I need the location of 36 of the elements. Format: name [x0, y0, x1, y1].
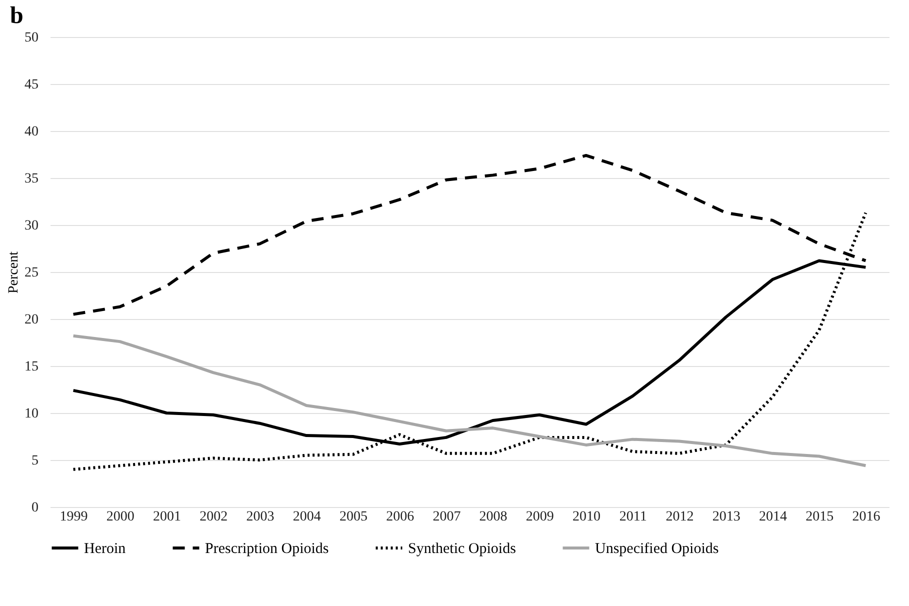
- x-tick-label: 2008: [479, 510, 508, 524]
- legend-label: Synthetic Opioids: [408, 541, 516, 557]
- line-series: [72, 334, 868, 468]
- y-tick-label: 40: [24, 124, 38, 140]
- x-tick-label: 2006: [386, 510, 414, 524]
- y-tick-label: 10: [24, 406, 38, 422]
- x-tick-label: 2003: [246, 510, 274, 524]
- x-tick-label: 2013: [712, 510, 740, 524]
- x-tick-label: 2005: [339, 510, 368, 524]
- x-tick-label: 2016: [852, 510, 880, 524]
- x-tick-label: 2001: [153, 510, 182, 524]
- x-tick-label: 2011: [619, 510, 647, 524]
- legend-label: Heroin: [84, 541, 126, 557]
- y-tick-label: 15: [24, 360, 38, 374]
- x-tick-label: 2010: [572, 510, 601, 524]
- x-tick-label: 1999: [60, 510, 88, 524]
- x-tick-label: 2002: [200, 510, 228, 524]
- x-tick-label: 2009: [526, 510, 554, 524]
- y-tick-label: 0: [32, 500, 38, 516]
- y-tick-label: 35: [24, 172, 38, 186]
- legend-label: Prescription Opioids: [205, 541, 329, 557]
- y-tick-label: 20: [24, 312, 38, 328]
- x-tick-label: 2000: [106, 510, 134, 524]
- y-tick-label: 30: [24, 218, 38, 234]
- x-tick-label: 2015: [806, 510, 834, 524]
- y-axis-title: Percent: [6, 251, 22, 294]
- chart-title: b: [10, 3, 24, 29]
- x-tick-label: 2004: [292, 510, 321, 524]
- y-tick-label: 50: [24, 30, 38, 46]
- y-tick-label: 45: [24, 78, 38, 92]
- y-tick-label: 5: [32, 454, 38, 468]
- x-tick-label: 2007: [432, 510, 461, 524]
- legend-label: Unspecified Opioids: [595, 541, 719, 557]
- y-tick-label: 25: [24, 266, 38, 280]
- x-tick-label: 2014: [758, 510, 787, 524]
- x-tick-label: 2012: [666, 510, 694, 524]
